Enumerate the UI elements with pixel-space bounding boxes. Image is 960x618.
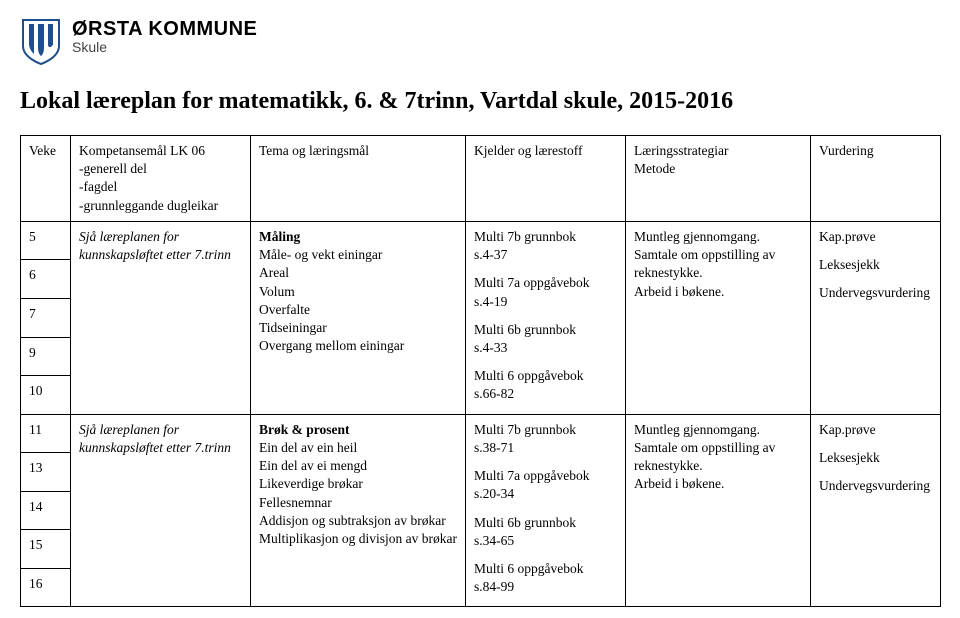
- col-strategi: LæringsstrategiarMetode: [626, 136, 811, 222]
- kompetanse-cell: Sjå læreplanen for kunnskapsløftet etter…: [71, 414, 251, 607]
- veke-cell: 10: [21, 376, 71, 415]
- kjelder-cell: Multi 7b grunnboks.4-37Multi 7a oppgåveb…: [466, 221, 626, 414]
- col-kompetanse-text: Kompetansemål LK 06-generell del-fagdel-…: [79, 143, 218, 213]
- org-name: ØRSTA KOMMUNE: [72, 18, 257, 41]
- municipal-shield-icon: [20, 18, 62, 66]
- veke-cell: 13: [21, 453, 71, 492]
- veke-cell: 16: [21, 568, 71, 607]
- veke-cell: 5: [21, 221, 71, 260]
- tema-cell: MålingMåle- og vekt einingarArealVolumOv…: [251, 221, 466, 414]
- strategi-cell: Muntleg gjennomgang.Samtale om oppstilli…: [626, 221, 811, 414]
- col-veke: Veke: [21, 136, 71, 222]
- veke-cell: 14: [21, 491, 71, 530]
- veke-cell: 15: [21, 530, 71, 569]
- col-vurdering: Vurdering: [811, 136, 941, 222]
- col-strategi-text: LæringsstrategiarMetode: [634, 143, 728, 176]
- vurdering-cell: Kap.prøveLeksesjekkUndervegsvurdering: [811, 221, 941, 414]
- table-row: 5Sjå læreplanen for kunnskapsløftet ette…: [21, 221, 941, 260]
- kjelder-cell: Multi 7b grunnboks.38-71Multi 7a oppgåve…: [466, 414, 626, 607]
- document-title: Lokal læreplan for matematikk, 6. & 7tri…: [20, 88, 940, 115]
- veke-cell: 11: [21, 414, 71, 453]
- veke-cell: 9: [21, 337, 71, 376]
- col-kompetanse: Kompetansemål LK 06-generell del-fagdel-…: [71, 136, 251, 222]
- col-kjelder: Kjelder og lærestoff: [466, 136, 626, 222]
- table-header-row: Veke Kompetansemål LK 06-generell del-fa…: [21, 136, 941, 222]
- curriculum-table: Veke Kompetansemål LK 06-generell del-fa…: [20, 135, 941, 607]
- col-tema: Tema og læringsmål: [251, 136, 466, 222]
- veke-cell: 7: [21, 298, 71, 337]
- vurdering-cell: Kap.prøveLeksesjekkUndervegsvurdering: [811, 414, 941, 607]
- kompetanse-cell: Sjå læreplanen for kunnskapsløftet etter…: [71, 221, 251, 414]
- tema-cell: Brøk & prosentEin del av ein heilEin del…: [251, 414, 466, 607]
- veke-cell: 6: [21, 260, 71, 299]
- page-header: ØRSTA KOMMUNE Skule: [20, 18, 940, 66]
- table-row: 11Sjå læreplanen for kunnskapsløftet ett…: [21, 414, 941, 453]
- strategi-cell: Muntleg gjennomgang.Samtale om oppstilli…: [626, 414, 811, 607]
- org-sub: Skule: [72, 39, 257, 55]
- org-block: ØRSTA KOMMUNE Skule: [72, 18, 257, 55]
